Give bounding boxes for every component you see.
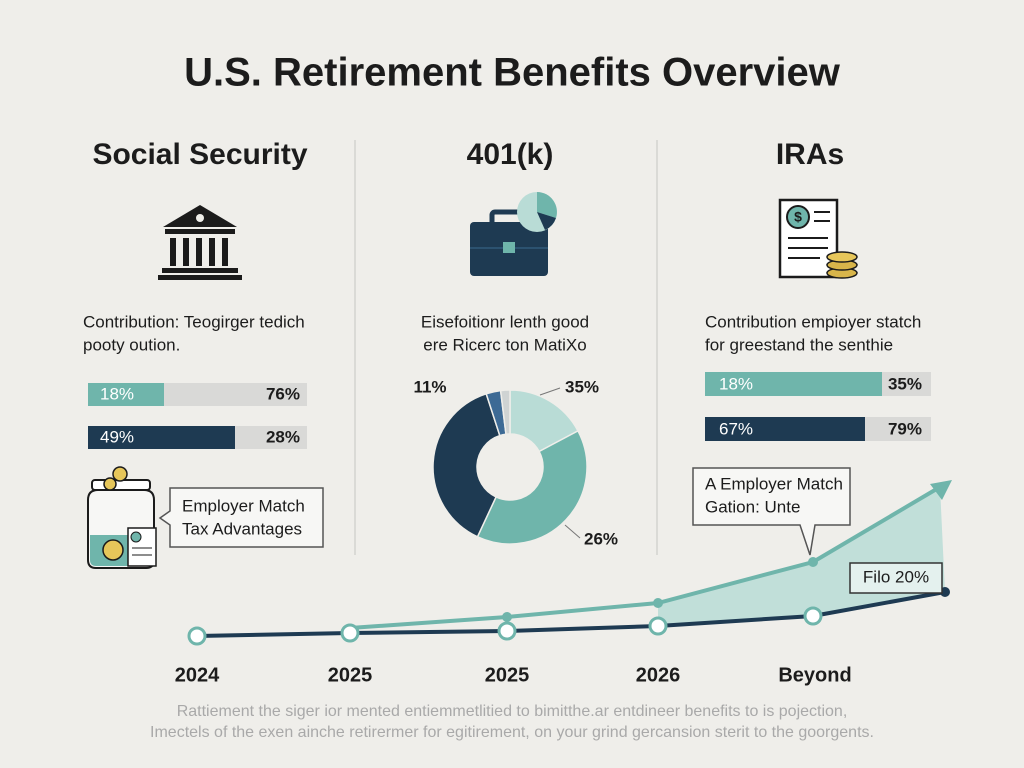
donut-slice [432,392,501,538]
description: Eisefoitionr lenth good [421,312,589,331]
bar-label: 28% [266,427,300,446]
jar-icon [87,466,157,569]
heading: 401(k) [467,138,554,171]
bar-fill [88,383,164,406]
heading: Social Security [92,138,307,171]
bar-label: 35% [888,374,922,393]
timeline-nodes [187,606,823,646]
baseline-line [196,590,946,638]
briefcase-icon [470,192,557,276]
description: ere Ricerc ton MatiXo [423,335,586,354]
footer-text: Imectels of the exen ainche retirermer f… [150,724,874,741]
svg-text:$: $ [794,209,802,225]
bar-label: 49% [100,427,134,446]
bar-fill [705,417,865,441]
bar-label: 18% [719,374,753,393]
donut-slice [476,429,588,545]
timeline-label: 2025 [328,664,373,686]
timeline-label: 2025 [485,664,530,686]
document-icon: $ [778,198,858,279]
donut-label: 35% [565,377,599,396]
description: Contribution: Teogirger tedich [83,312,305,331]
leader [539,387,561,396]
timeline-label: 2026 [636,664,681,686]
footer-text: Rattiement the siger ior mented entiemme… [177,703,848,720]
donut-label: 11% [413,377,446,396]
description: for greestand the senthie [705,335,893,354]
leader [564,524,581,539]
tag-text: Filo 20% [863,567,929,586]
donut [432,389,588,545]
callout-text: A Employer Match [705,474,843,493]
node [653,598,663,608]
callout-text: Employ­er Match [182,496,305,515]
donut-label: 26% [584,529,618,548]
title: U.S. Retirement Benefits Overview [184,51,841,95]
arrow-head [930,480,952,500]
node [502,612,512,622]
timeline-label: Beyond [778,664,851,686]
bank-icon [158,205,242,280]
callout-box [158,487,324,548]
tag-box [849,562,943,594]
bar-label: 79% [888,419,922,438]
description: pooty oution. [83,335,180,354]
description: Contribution empioyer statch [705,312,921,331]
callout-box [692,467,851,556]
bar-label: 18% [100,384,134,403]
heading: IRAs [776,138,844,171]
donut-slice [499,389,511,436]
bar-fill [88,426,235,449]
node [808,557,818,567]
bar-fill [705,372,882,396]
callout-text: Tax Advantages [182,519,302,538]
timeline-label: 2024 [175,664,220,686]
bar-label: 76% [266,384,300,403]
bar-label: 67% [719,419,753,438]
callout-text: Gation: Unte [705,497,800,516]
